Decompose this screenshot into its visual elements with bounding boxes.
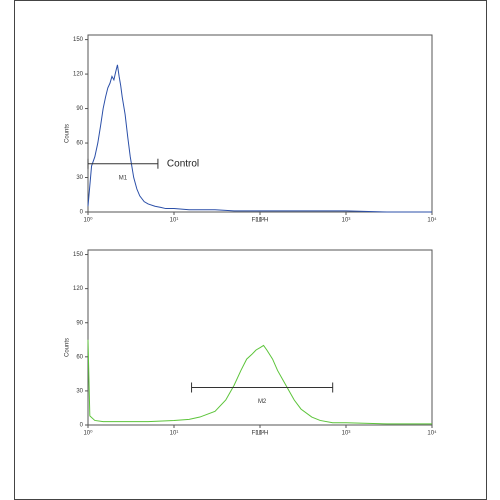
y-tick-label: 30: [76, 388, 83, 394]
y-axis-label: Counts: [65, 124, 71, 143]
y-tick-label: 60: [76, 354, 83, 360]
y-tick-label: 30: [76, 175, 83, 181]
annotation: Control: [167, 158, 199, 169]
x-tick-label: 10³: [342, 431, 351, 437]
y-tick-label: 90: [76, 320, 83, 326]
y-tick-label: 0: [80, 210, 84, 216]
histogram-line: [87, 339, 432, 425]
y-tick-label: 150: [73, 37, 84, 43]
x-tick-label: 10²: [256, 431, 265, 437]
histogram-line: [87, 64, 432, 213]
x-tick-label: 10⁴: [427, 430, 437, 437]
x-tick-label: 10¹: [170, 431, 179, 437]
x-tick-label: 10⁰: [83, 217, 93, 224]
gate-label: M2: [258, 399, 267, 405]
x-tick-label: 10¹: [170, 218, 179, 224]
gate-label: M1: [119, 175, 128, 181]
x-tick-label: 10²: [256, 218, 265, 224]
x-tick-label: 10⁴: [427, 217, 437, 224]
y-tick-label: 60: [76, 141, 83, 147]
y-tick-label: 120: [73, 72, 84, 78]
x-axis-label: FL1-H: [252, 218, 269, 224]
y-tick-label: 90: [76, 106, 83, 112]
y-tick-label: 0: [80, 423, 84, 429]
x-axis-label: FL1-H: [252, 431, 269, 437]
x-tick-label: 10³: [342, 218, 351, 224]
y-tick-label: 150: [73, 252, 84, 258]
x-tick-label: 10⁰: [83, 430, 93, 437]
y-axis-label: Counts: [65, 338, 71, 357]
y-tick-label: 120: [73, 286, 84, 292]
